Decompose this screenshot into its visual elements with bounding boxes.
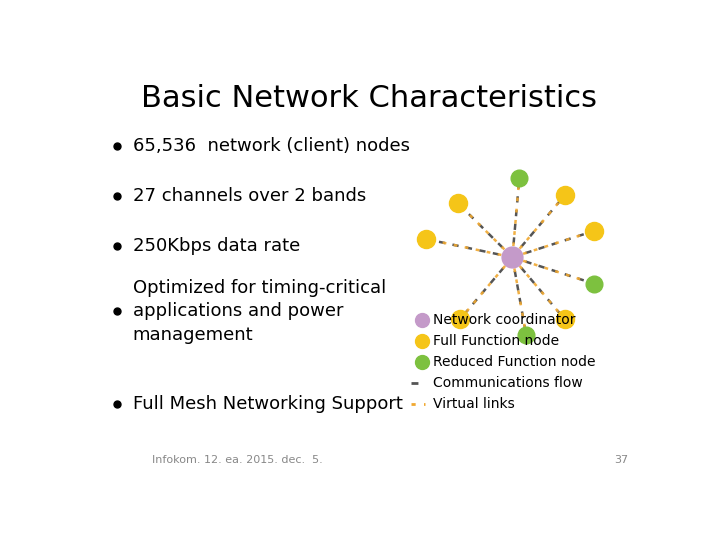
Text: Infokom. 12. ea. 2015. dec.  5.: Infokom. 12. ea. 2015. dec. 5.: [152, 455, 323, 465]
Text: Full Function node: Full Function node: [433, 334, 559, 348]
Text: 37: 37: [614, 455, 628, 465]
Text: 65,536  network (client) nodes: 65,536 network (client) nodes: [132, 137, 410, 154]
Text: Virtual links: Virtual links: [433, 396, 514, 410]
Text: Reduced Function node: Reduced Function node: [433, 355, 595, 369]
Text: Network coordinator: Network coordinator: [433, 313, 575, 327]
Text: 250Kbps data rate: 250Kbps data rate: [132, 237, 300, 255]
Text: Communications flow: Communications flow: [433, 376, 582, 390]
Text: Basic Network Characteristics: Basic Network Characteristics: [141, 84, 597, 113]
Text: Full Mesh Networking Support: Full Mesh Networking Support: [132, 395, 402, 413]
Text: Optimized for timing-critical
applications and power
management: Optimized for timing-critical applicatio…: [132, 279, 386, 344]
Text: 27 channels over 2 bands: 27 channels over 2 bands: [132, 187, 366, 205]
